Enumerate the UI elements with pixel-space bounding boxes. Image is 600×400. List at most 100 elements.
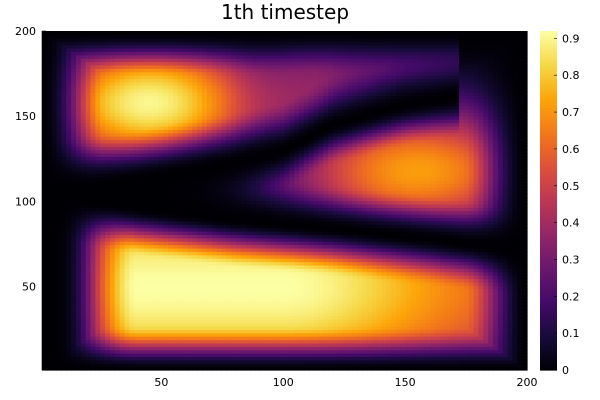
heatmap-cell: [187, 285, 193, 290]
heatmap-cell: [187, 105, 193, 110]
heatmap-cell: [114, 54, 121, 59]
heatmap-cell: [124, 112, 130, 117]
heatmap-cell: [134, 193, 140, 198]
heatmap-cell: [192, 308, 198, 313]
heatmap-cell: [226, 51, 232, 56]
heatmap-cell: [134, 163, 140, 168]
heatmap-cell: [221, 122, 227, 127]
heatmap-cell: [226, 37, 232, 42]
heatmap-cell: [119, 92, 126, 97]
heatmap-cell: [211, 349, 218, 354]
heatmap-cell: [202, 44, 208, 49]
heatmap-cell: [114, 349, 121, 354]
heatmap-cell: [206, 231, 213, 235]
heatmap-cell: [216, 183, 223, 188]
heatmap-cell: [197, 224, 203, 229]
heatmap-cell: [158, 176, 164, 181]
heatmap-cell: [197, 75, 203, 80]
heatmap-cell: [172, 105, 179, 110]
heatmap-cell: [255, 353, 261, 358]
heatmap-cell: [231, 336, 237, 341]
heatmap-cell: [236, 224, 242, 229]
heatmap-cell: [177, 34, 184, 39]
heatmap-cell: [148, 332, 155, 337]
heatmap-cell: [46, 44, 53, 49]
heatmap-cell: [172, 342, 179, 347]
heatmap-cell: [129, 173, 135, 178]
heatmap-cell: [139, 37, 145, 42]
heatmap-cell: [192, 214, 198, 219]
heatmap-cell: [192, 281, 198, 286]
heatmap-cell: [192, 78, 198, 83]
heatmap-cell: [143, 349, 150, 354]
heatmap-cell: [231, 353, 237, 358]
heatmap-cell: [46, 356, 53, 361]
heatmap-cell: [100, 349, 106, 354]
heatmap-cell: [100, 363, 106, 368]
heatmap-cell: [226, 169, 232, 174]
heatmap-cell: [100, 95, 106, 100]
heatmap-cell: [216, 319, 223, 324]
heatmap-cell: [139, 112, 145, 117]
heatmap-cell: [226, 302, 232, 307]
heatmap-cell: [279, 271, 286, 276]
heatmap-cell: [129, 112, 135, 117]
heatmap-cell: [129, 288, 135, 293]
heatmap-cell: [187, 180, 193, 185]
heatmap-cell: [240, 349, 247, 354]
heatmap-cell: [265, 254, 271, 259]
heatmap-cell: [197, 88, 203, 93]
heatmap-cell: [61, 78, 67, 83]
heatmap-cell: [61, 85, 67, 90]
heatmap-cell: [143, 210, 150, 215]
heatmap-cell: [192, 302, 198, 307]
heatmap-cell: [206, 278, 213, 283]
heatmap-cell: [163, 61, 169, 66]
heatmap-cell: [250, 132, 256, 137]
heatmap-cell: [236, 125, 242, 130]
heatmap-cell: [226, 207, 232, 212]
heatmap-cell: [85, 295, 92, 300]
heatmap-cell: [168, 356, 174, 361]
heatmap-cell: [269, 356, 276, 361]
heatmap-cell: [202, 92, 208, 97]
heatmap-cell: [71, 139, 77, 144]
heatmap-cell: [250, 190, 256, 195]
heatmap-cell: [221, 322, 227, 327]
heatmap-cell: [240, 336, 247, 341]
heatmap-cell: [105, 254, 111, 259]
heatmap-cell: [134, 197, 140, 202]
heatmap-cell: [139, 244, 145, 249]
heatmap-cell: [114, 271, 121, 276]
heatmap-cell: [182, 264, 189, 269]
heatmap-cell: [245, 302, 252, 307]
heatmap-cell: [260, 159, 266, 164]
heatmap-cell: [134, 244, 140, 249]
heatmap-cell: [42, 349, 48, 354]
heatmap-cell: [255, 325, 261, 330]
heatmap-cell: [66, 37, 72, 42]
heatmap-cell: [279, 85, 286, 90]
heatmap-cell: [95, 47, 101, 52]
heatmap-cell: [80, 197, 87, 202]
heatmap-cell: [119, 292, 126, 297]
heatmap-cell: [100, 217, 106, 222]
heatmap-cell: [163, 329, 169, 334]
heatmap-cell: [163, 217, 169, 222]
heatmap-cell: [274, 173, 281, 178]
heatmap-cell: [51, 58, 58, 63]
heatmap-cell: [226, 92, 232, 97]
heatmap-cell: [148, 98, 155, 103]
heatmap-cell: [197, 214, 203, 219]
heatmap-cell: [226, 329, 232, 334]
heatmap-cell: [134, 75, 140, 80]
heatmap-cell: [114, 173, 121, 178]
heatmap-cell: [216, 37, 223, 42]
heatmap-cell: [202, 275, 208, 280]
heatmap-cell: [90, 342, 96, 347]
heatmap-cell: [255, 115, 261, 120]
heatmap-cell: [100, 58, 106, 63]
heatmap-cell: [119, 88, 126, 93]
heatmap-cell: [134, 54, 140, 59]
heatmap-cell: [61, 353, 67, 358]
